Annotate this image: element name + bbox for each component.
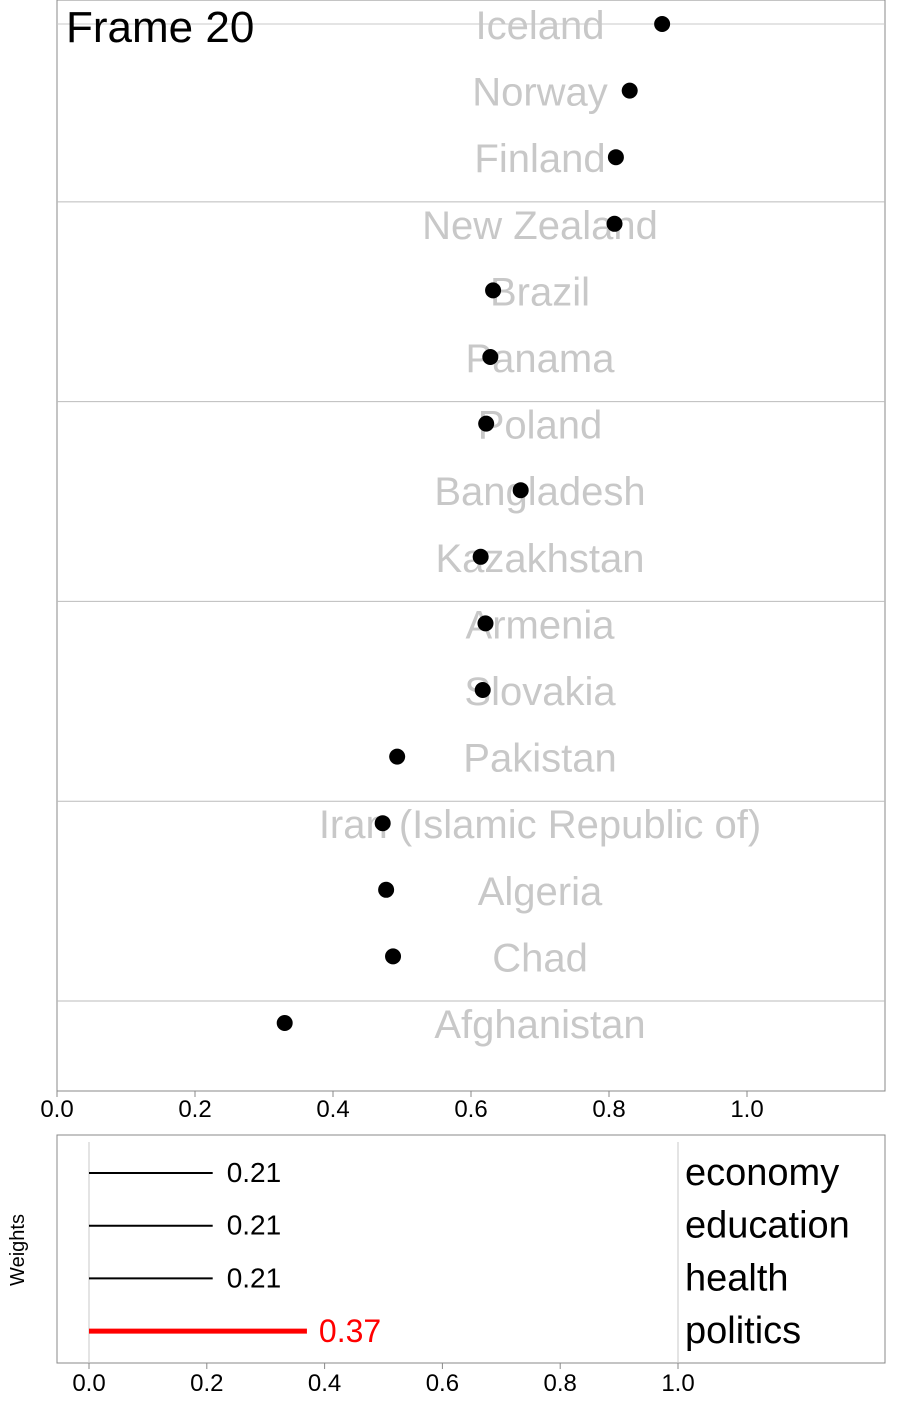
weight-value-label: 0.21 [227,1210,282,1241]
country-label: Pakistan [463,737,616,781]
country-label: Iran (Islamic Republic of) [319,803,761,847]
x-tick-label: 0.4 [316,1096,349,1123]
data-point [474,682,491,698]
x-tick-label: 1.0 [730,1096,763,1123]
weight-category-label: health [685,1257,789,1299]
bottom-panel-frame [56,1134,886,1364]
data-point [389,748,406,765]
data-point [654,16,671,32]
frame-label: Frame 20 [66,3,254,52]
country-label: Brazil [490,270,590,314]
country-label: Afghanistan [434,1003,645,1047]
data-point [378,881,395,898]
data-point [477,615,494,632]
data-point [607,149,624,166]
country-label: Kazakhstan [435,537,644,581]
weight-value-label: 0.21 [227,1157,282,1188]
data-point [276,1015,293,1031]
country-label: Poland [478,404,603,448]
weight-value-label: 0.37 [319,1313,381,1349]
x-tick-label: 0.8 [544,1370,577,1397]
x-tick-label: 0.2 [190,1370,223,1397]
country-label: Bangladesh [434,470,645,514]
country-label: Chad [492,936,588,980]
data-point [606,215,623,232]
country-label: Algeria [478,870,603,914]
data-point [472,548,489,565]
x-tick-label: 0.8 [592,1096,625,1123]
weight-value-label: 0.21 [227,1262,282,1293]
country-label: Norway [472,71,608,115]
y-axis-label: Weights [7,1214,29,1286]
weight-category-label: education [685,1205,850,1247]
data-point [374,815,391,832]
country-label: Iceland [476,4,605,48]
data-point [478,415,495,432]
country-label: Finland [474,137,605,181]
country-label: New Zealand [422,204,658,248]
x-tick-label: 0.0 [72,1370,105,1397]
x-tick-label: 0.6 [426,1370,459,1397]
x-tick-label: 0.2 [178,1096,211,1123]
data-point [512,482,529,499]
x-tick-label: 0.4 [308,1370,341,1397]
weight-category-label: politics [685,1310,801,1352]
x-tick-label: 0.0 [40,1096,73,1123]
weight-category-label: economy [685,1152,839,1194]
x-tick-label: 1.0 [661,1370,694,1397]
data-point [385,948,402,965]
data-point [485,282,502,299]
data-point [621,82,638,99]
data-point [482,349,499,365]
x-tick-label: 0.6 [454,1096,487,1123]
